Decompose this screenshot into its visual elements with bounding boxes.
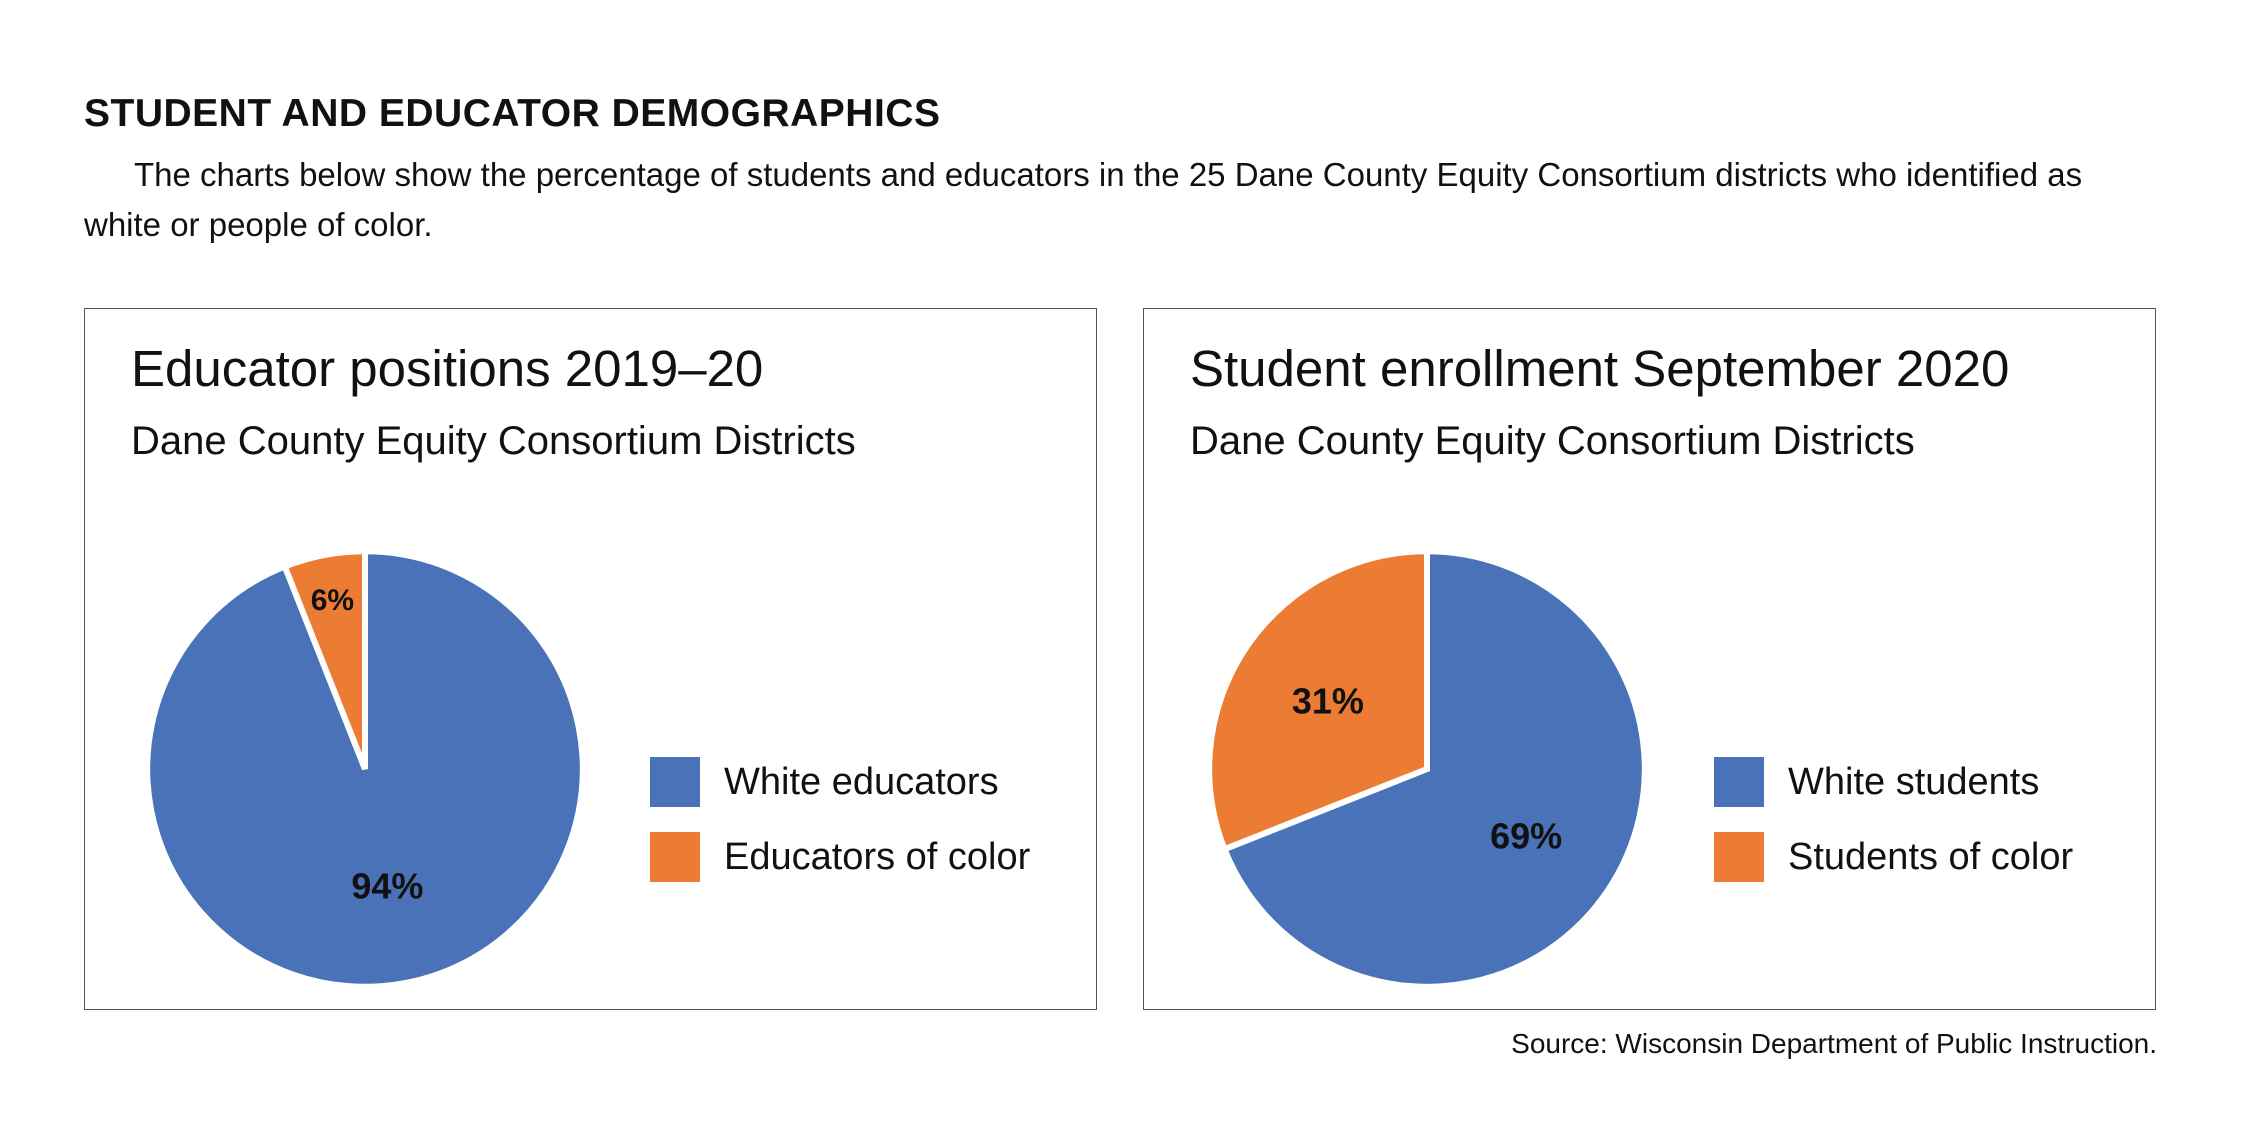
pie-slice-educators-of-color <box>280 548 368 771</box>
source-note: Source: Wisconsin Department of Public I… <box>1511 1028 2157 1059</box>
pie-slice-white-students <box>1220 548 1648 990</box>
pie-slice-students-of-color <box>1206 548 1430 854</box>
chart-subtitle: Dane County Equity Consortium Districts <box>131 419 856 463</box>
educator-pie-chart: 94% 6% <box>144 548 586 990</box>
chart-title: Educator positions 2019–20 <box>131 340 764 397</box>
pie-data-label: 94% <box>351 866 423 907</box>
legend-label: Students of color <box>1788 836 2074 878</box>
legend-swatch-orange <box>1714 832 1764 882</box>
pie-data-label: 31% <box>1292 681 1364 722</box>
intro-paragraph: The charts below show the percentage of … <box>84 156 2083 243</box>
student-pie-chart: 69% 31% <box>1206 548 1648 990</box>
legend-swatch-blue <box>1714 757 1764 807</box>
educator-chart-panel: Educator positions 2019–20 Dane County E… <box>84 308 1097 1010</box>
page-heading: STUDENT AND EDUCATOR DEMOGRAPHICS <box>84 92 941 135</box>
chart-title: Student enrollment September 2020 <box>1190 340 2010 397</box>
legend-swatch-orange <box>650 832 700 882</box>
legend-swatch-blue <box>650 757 700 807</box>
pie-data-label: 6% <box>311 584 354 617</box>
legend-label: White educators <box>724 761 999 803</box>
chart-subtitle: Dane County Equity Consortium Districts <box>1190 419 1915 463</box>
legend-label: Educators of color <box>724 836 1031 878</box>
pie-data-label: 69% <box>1490 815 1562 856</box>
legend-label: White students <box>1788 761 2040 803</box>
student-chart-panel: Student enrollment September 2020 Dane C… <box>1143 308 2156 1010</box>
